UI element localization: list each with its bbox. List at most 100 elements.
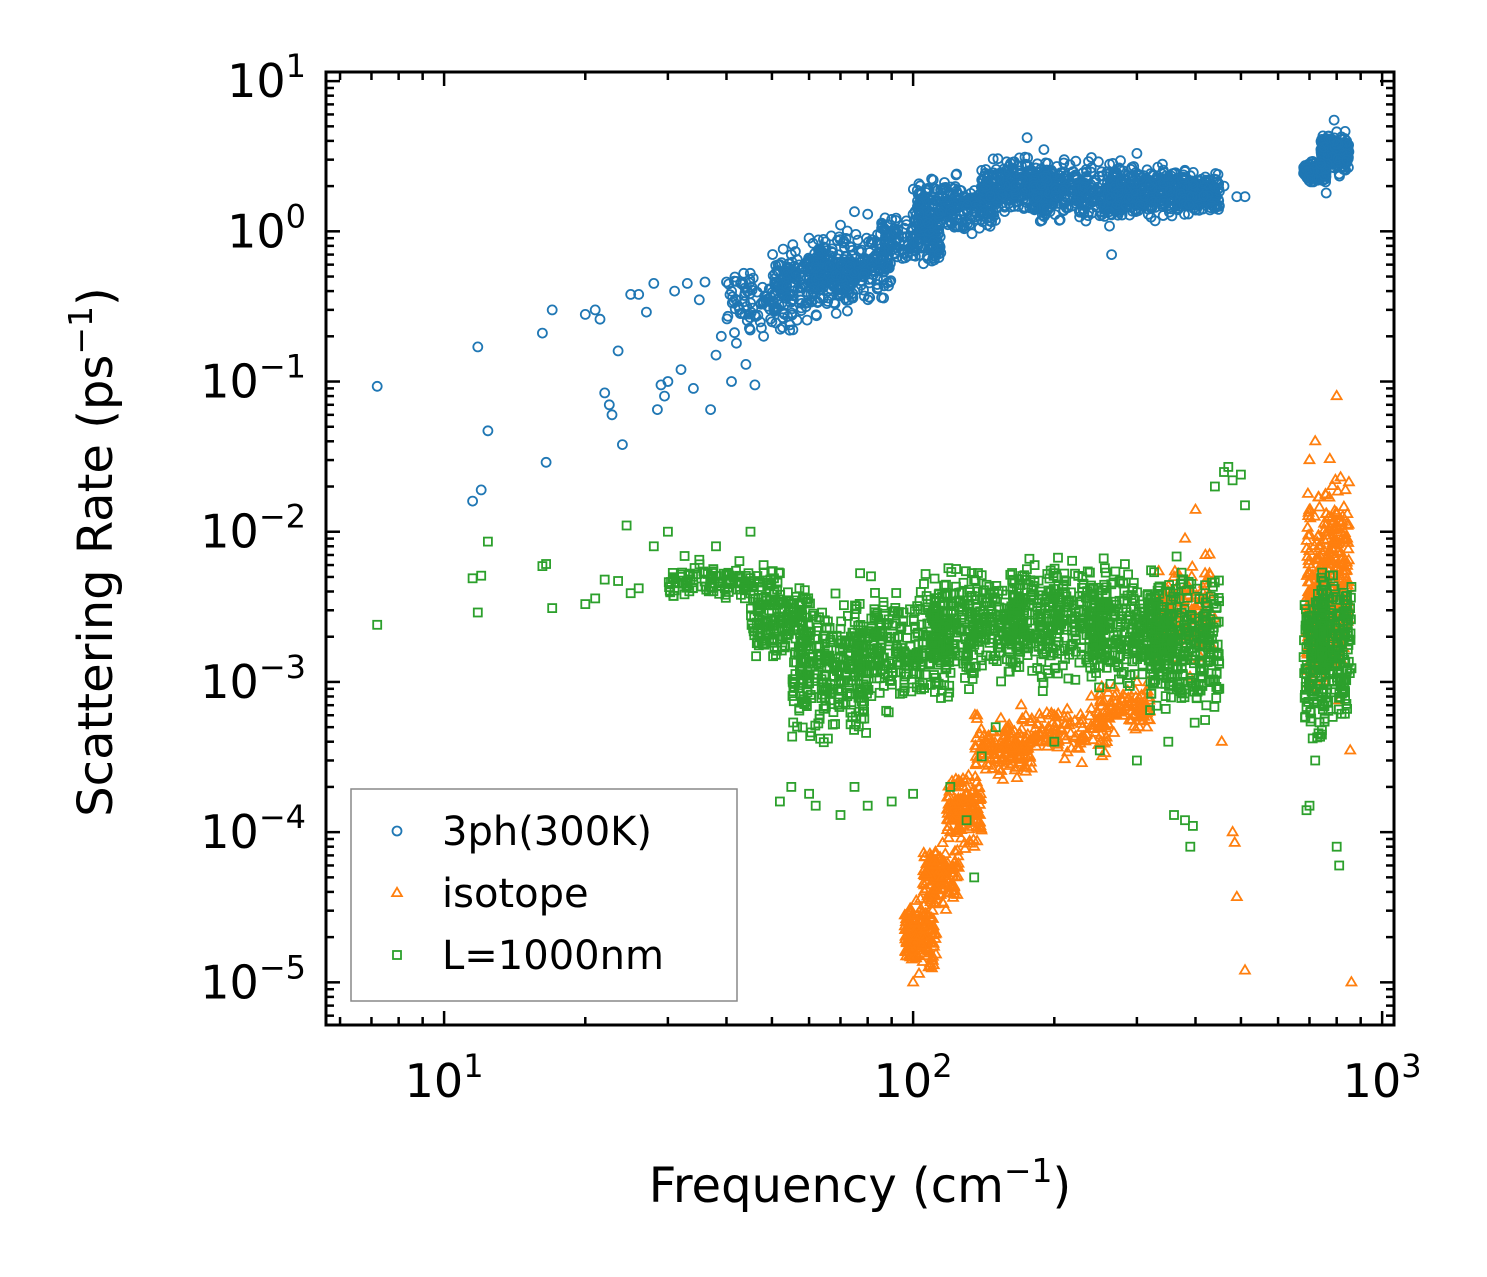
data-point (858, 290, 870, 302)
data-point (1142, 208, 1154, 220)
data-point (939, 177, 950, 188)
data-point (871, 283, 883, 295)
data-point (933, 207, 945, 219)
data-point (1057, 184, 1069, 196)
data-point (787, 294, 799, 305)
data-point (912, 237, 923, 249)
data-point (1038, 199, 1050, 211)
data-point (938, 182, 950, 194)
data-point (899, 231, 911, 243)
data-point (787, 239, 799, 251)
data-point (856, 244, 867, 256)
data-point (864, 292, 876, 304)
data-point (1080, 215, 1092, 227)
data-point (847, 287, 858, 299)
data-point (1096, 166, 1107, 178)
data-point (923, 183, 935, 195)
data-point (791, 314, 803, 326)
data-point (934, 243, 946, 255)
data-point (1010, 180, 1021, 192)
data-point (1035, 179, 1047, 191)
data-point (828, 281, 840, 293)
data-point (824, 260, 835, 272)
data-point (950, 169, 962, 181)
data-point (961, 199, 973, 211)
data-point (1017, 194, 1029, 206)
data-point (1005, 172, 1016, 184)
data-point (830, 269, 842, 281)
data-point (803, 254, 815, 266)
data-point (879, 234, 891, 246)
data-point (927, 194, 939, 206)
data-point (787, 324, 799, 336)
data-point (922, 217, 934, 229)
data-point (1058, 204, 1070, 216)
data-point (1036, 214, 1048, 226)
data-point (816, 262, 828, 274)
data-point (985, 208, 996, 220)
data-point (1103, 206, 1115, 218)
data-point (744, 322, 755, 334)
data-point (913, 198, 925, 209)
data-point (875, 243, 887, 254)
data-point (739, 308, 751, 320)
data-point (986, 212, 997, 224)
series-3ph-300k- (371, 114, 1355, 507)
data-point (1068, 170, 1080, 182)
data-point (786, 307, 798, 319)
data-point (1020, 159, 1032, 171)
data-point (1104, 158, 1115, 170)
data-point (721, 313, 733, 325)
data-point (1049, 190, 1061, 202)
data-point (1003, 197, 1015, 209)
data-point (873, 265, 885, 277)
data-point (1153, 196, 1165, 208)
data-point (949, 221, 960, 233)
data-point (845, 241, 857, 253)
data-point (931, 221, 943, 233)
data-point (1120, 200, 1132, 212)
data-point (1061, 202, 1072, 214)
data-point (826, 243, 838, 255)
data-point (999, 206, 1010, 217)
data-point (773, 299, 785, 311)
data-point (1112, 209, 1124, 221)
data-point (746, 281, 758, 293)
data-point (960, 215, 972, 227)
data-point (835, 272, 847, 283)
data-point (1157, 177, 1169, 189)
data-point (987, 153, 999, 165)
data-point (992, 153, 1004, 165)
data-point (997, 189, 1008, 201)
data-point (941, 216, 952, 228)
data-point (726, 297, 738, 309)
data-point (1126, 161, 1138, 173)
data-point (890, 225, 901, 237)
data-point (962, 204, 974, 216)
data-point (1083, 194, 1094, 206)
data-point (1105, 192, 1117, 204)
data-point (952, 221, 964, 233)
data-point (1000, 179, 1011, 191)
data-point (856, 256, 867, 267)
data-point (825, 230, 837, 242)
data-point (1014, 152, 1025, 164)
data-point (808, 282, 820, 294)
data-point (729, 271, 741, 283)
data-point (732, 300, 744, 312)
data-point (933, 248, 945, 260)
data-point (1070, 197, 1082, 209)
data-point (1030, 162, 1041, 174)
data-point (770, 260, 782, 271)
data-point (878, 292, 889, 304)
data-point (985, 191, 996, 202)
data-point (886, 244, 898, 256)
data-point (767, 249, 778, 260)
data-point (727, 291, 738, 303)
data-markers (371, 114, 1358, 987)
data-point (734, 308, 746, 320)
data-point (1042, 157, 1054, 169)
data-point (945, 204, 956, 216)
data-point (1085, 166, 1097, 178)
